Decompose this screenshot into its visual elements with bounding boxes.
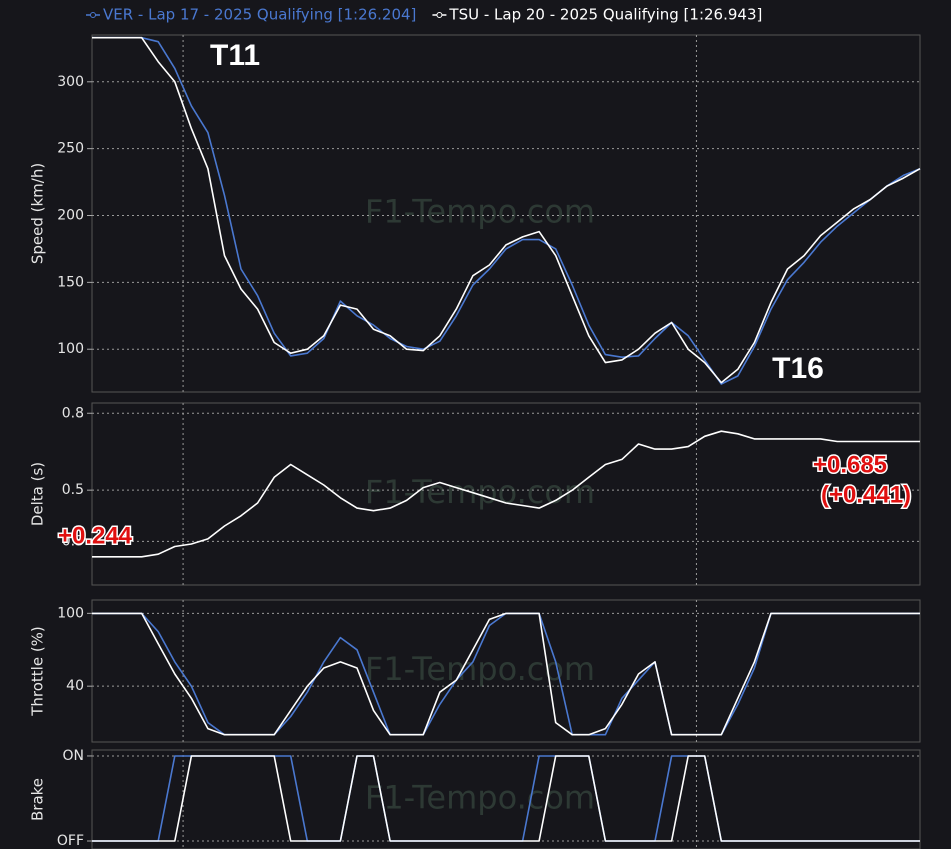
legend-label: TSU - Lap 20 - 2025 Qualifying [1:26.943… (448, 6, 762, 24)
series-line (92, 36, 921, 384)
y-tick-label: 40 (66, 678, 84, 694)
legend-entry: TSU - Lap 20 - 2025 Qualifying [1:26.943… (432, 6, 762, 24)
y-tick-label: 200 (57, 208, 84, 224)
y-tick-label: 150 (57, 274, 84, 290)
annotation: +0.685 (813, 451, 887, 478)
annotation: +0.244 (58, 522, 133, 549)
annotation: T11 (210, 39, 260, 72)
y-tick-label: 0.3 (62, 533, 84, 549)
y-axis-label: Delta (s) (29, 462, 47, 526)
watermark: F1-Tempo.com (365, 473, 595, 511)
annotation: T16 (772, 352, 824, 385)
annotation: (+0.441) (821, 481, 911, 508)
legend-marker (436, 12, 443, 18)
y-tick-label: OFF (57, 833, 84, 849)
y-tick-label: 250 (57, 141, 84, 157)
y-axis-label: Speed (km/h) (29, 163, 47, 264)
y-tick-label: ON (63, 748, 85, 764)
y-axis-label: Throttle (%) (29, 626, 47, 717)
series-line (92, 36, 921, 385)
y-tick-label: 100 (57, 341, 84, 357)
plot-frame (91, 34, 921, 393)
y-tick-label: 0.5 (62, 482, 84, 498)
legend-label: VER - Lap 17 - 2025 Qualifying [1:26.204… (103, 6, 416, 24)
series-line (92, 612, 920, 736)
legend-entry: VER - Lap 17 - 2025 Qualifying [1:26.204… (86, 6, 416, 24)
watermark: F1-Tempo.com (365, 779, 595, 817)
plot-frame (91, 402, 921, 586)
legend-marker (90, 12, 96, 18)
plot-frame (91, 599, 921, 743)
series-line (92, 755, 920, 842)
y-axis-label: Brake (29, 778, 47, 821)
y-tick-label: 100 (57, 605, 84, 621)
series-line (92, 430, 920, 558)
y-tick-label: 300 (57, 74, 84, 90)
plot-frame (91, 749, 921, 849)
y-tick-label: 0.8 (62, 405, 84, 421)
watermark: F1-Tempo.com (365, 193, 595, 231)
